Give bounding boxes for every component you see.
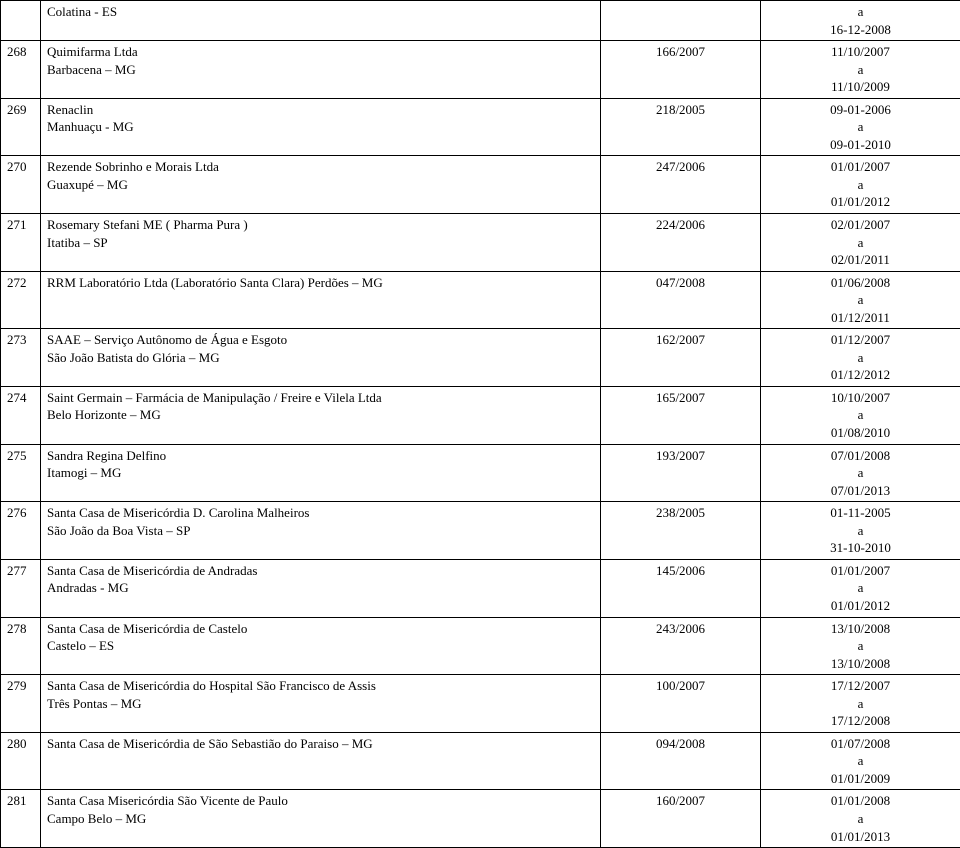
row-date-range: 01/12/2007 a 01/12/2012 [761,329,960,387]
row-number: 272 [1,271,41,329]
row-date-range: 01/01/2007 a 01/01/2012 [761,559,960,617]
row-reference: 100/2007 [601,675,761,733]
table-row: 270Rezende Sobrinho e Morais Ltda Guaxup… [1,156,960,214]
row-number: 275 [1,444,41,502]
table-row: 269Renaclin Manhuaçu - MG218/200509-01-2… [1,98,960,156]
row-date-range: 17/12/2007 a 17/12/2008 [761,675,960,733]
table-row: 280Santa Casa de Misericórdia de São Seb… [1,732,960,790]
row-number: 269 [1,98,41,156]
row-description: Rezende Sobrinho e Morais Ltda Guaxupé –… [41,156,601,214]
table-row: 273SAAE – Serviço Autônomo de Água e Esg… [1,329,960,387]
row-number: 276 [1,502,41,560]
table-body: Colatina - ESa 16-12-2008268Quimifarma L… [1,1,960,848]
row-reference: 145/2006 [601,559,761,617]
row-date-range: a 16-12-2008 [761,1,960,41]
row-reference: 094/2008 [601,732,761,790]
row-date-range: 02/01/2007 a 02/01/2011 [761,214,960,272]
row-number: 271 [1,214,41,272]
row-reference [601,1,761,41]
row-description: Santa Casa de Misericórdia de São Sebast… [41,732,601,790]
table-row: 281Santa Casa Misericórdia São Vicente d… [1,790,960,848]
row-description: Saint Germain – Farmácia de Manipulação … [41,386,601,444]
row-number: 270 [1,156,41,214]
table-row: 274Saint Germain – Farmácia de Manipulaç… [1,386,960,444]
row-reference: 166/2007 [601,41,761,99]
registry-table: Colatina - ESa 16-12-2008268Quimifarma L… [0,0,960,848]
row-date-range: 01/07/2008 a 01/01/2009 [761,732,960,790]
row-number: 280 [1,732,41,790]
row-number: 273 [1,329,41,387]
row-description: Santa Casa Misericórdia São Vicente de P… [41,790,601,848]
row-date-range: 07/01/2008 a 07/01/2013 [761,444,960,502]
row-number: 268 [1,41,41,99]
row-number: 279 [1,675,41,733]
row-reference: 162/2007 [601,329,761,387]
table-row: 272RRM Laboratório Ltda (Laboratório San… [1,271,960,329]
row-number: 281 [1,790,41,848]
row-description: Sandra Regina Delfino Itamogi – MG [41,444,601,502]
row-number: 277 [1,559,41,617]
row-date-range: 11/10/2007 a 11/10/2009 [761,41,960,99]
table-row: Colatina - ES a 16-12-2008 [1,1,960,41]
row-description: Colatina - ES [41,1,601,41]
table-row: 275Sandra Regina Delfino Itamogi – MG193… [1,444,960,502]
table-row: 268Quimifarma Ltda Barbacena – MG166/200… [1,41,960,99]
table-row: 279Santa Casa de Misericórdia do Hospita… [1,675,960,733]
row-number [1,1,41,41]
row-reference: 224/2006 [601,214,761,272]
row-description: Renaclin Manhuaçu - MG [41,98,601,156]
row-description: Santa Casa de Misericórdia de Castelo Ca… [41,617,601,675]
row-number: 274 [1,386,41,444]
row-description: Santa Casa de Misericórdia D. Carolina M… [41,502,601,560]
row-reference: 160/2007 [601,790,761,848]
row-date-range: 10/10/2007 a 01/08/2010 [761,386,960,444]
row-date-range: 13/10/2008 a 13/10/2008 [761,617,960,675]
row-reference: 238/2005 [601,502,761,560]
row-description: Quimifarma Ltda Barbacena – MG [41,41,601,99]
row-reference: 047/2008 [601,271,761,329]
row-reference: 218/2005 [601,98,761,156]
row-reference: 165/2007 [601,386,761,444]
row-reference: 243/2006 [601,617,761,675]
row-reference: 247/2006 [601,156,761,214]
row-number: 278 [1,617,41,675]
table-row: 277Santa Casa de Misericórdia de Andrada… [1,559,960,617]
row-description: RRM Laboratório Ltda (Laboratório Santa … [41,271,601,329]
row-description: Santa Casa de Misericórdia de Andradas A… [41,559,601,617]
row-date-range: 01/06/2008 a 01/12/2011 [761,271,960,329]
row-date-range: 01/01/2007 a 01/01/2012 [761,156,960,214]
row-date-range: 01/01/2008 a 01/01/2013 [761,790,960,848]
row-reference: 193/2007 [601,444,761,502]
row-description: Santa Casa de Misericórdia do Hospital S… [41,675,601,733]
row-date-range: 09-01-2006 a 09-01-2010 [761,98,960,156]
table-row: 276Santa Casa de Misericórdia D. Carolin… [1,502,960,560]
row-date-range: 01-11-2005 a 31-10-2010 [761,502,960,560]
table-row: 278Santa Casa de Misericórdia de Castelo… [1,617,960,675]
table-row: 271Rosemary Stefani ME ( Pharma Pura ) I… [1,214,960,272]
row-description: SAAE – Serviço Autônomo de Água e Esgoto… [41,329,601,387]
row-description: Rosemary Stefani ME ( Pharma Pura ) Itat… [41,214,601,272]
